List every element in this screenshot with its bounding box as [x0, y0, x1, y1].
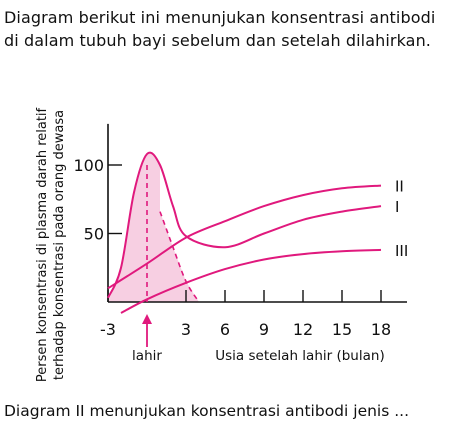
x-tick-label-3: 3 [181, 320, 191, 339]
series-label-III: III [395, 242, 408, 260]
series-label-I: I [395, 198, 399, 216]
x-tick-label-12: 12 [293, 320, 313, 339]
x-tick-label-18: 18 [371, 320, 391, 339]
y-axis-label-line-1: Persen konsentrasi di plasma darah relat… [35, 107, 50, 382]
birth-label: lahir [132, 348, 162, 364]
series-line-III [120, 248, 382, 314]
birth-arrow-head [142, 314, 152, 324]
y-tick-label-100: 100 [73, 156, 104, 175]
x-tick-label-6: 6 [220, 320, 230, 339]
series-line-II [107, 184, 382, 290]
x-tick-label--3: -3 [100, 320, 116, 339]
x-axis-label: Usia setelah lahir (bulan) [215, 348, 384, 364]
question-text: Diagram II menunjukan konsentrasi antibo… [4, 402, 410, 420]
series-line-I [107, 151, 382, 299]
y-axis-label-line-2: terhadap konsentrasi pada orang dewasa [52, 110, 67, 380]
series-label-II: II [395, 178, 404, 196]
x-tick-label-15: 15 [332, 320, 352, 339]
intro-paragraph: Diagram berikut ini menunjukan konsentra… [4, 8, 436, 50]
y-axis-label-group: Persen konsentrasi di plasma darah relat… [35, 107, 67, 382]
maternal-decline-dashed [159, 211, 200, 303]
maternal-antibody-area [108, 153, 199, 302]
y-tick-label-50: 50 [84, 225, 104, 244]
x-tick-label-9: 9 [259, 320, 269, 339]
